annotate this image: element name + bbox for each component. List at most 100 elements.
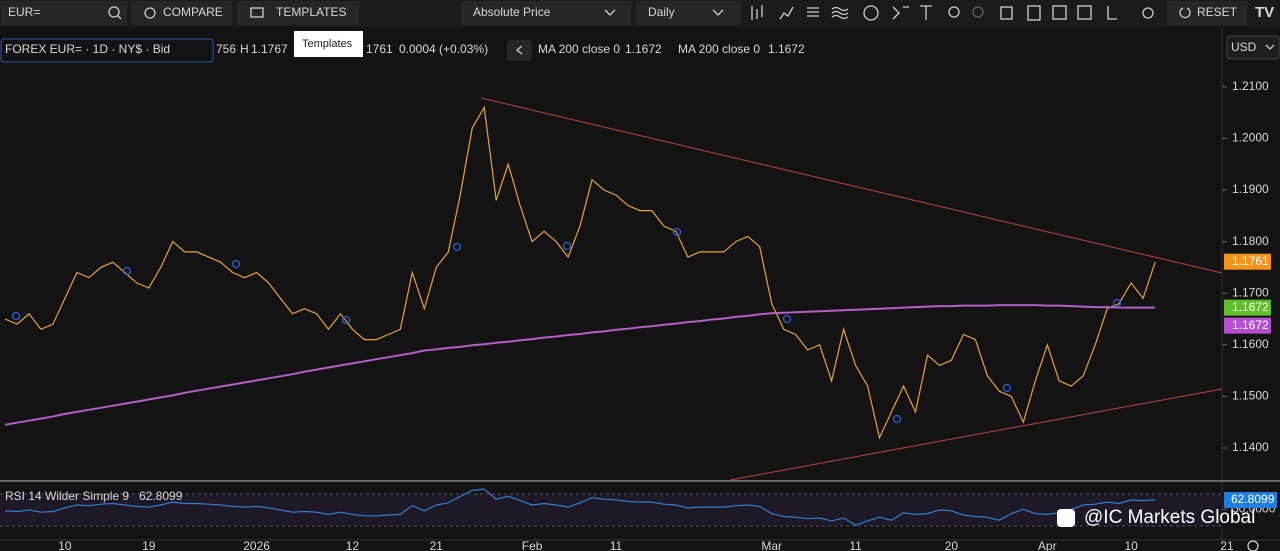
rsi-badge-label: 62.8099 bbox=[1231, 492, 1275, 506]
axis-settings-icon[interactable] bbox=[1247, 540, 1259, 551]
y-tick-label: 1.1700 bbox=[1232, 285, 1269, 299]
list-icon[interactable] bbox=[807, 7, 819, 17]
search-icon-handle bbox=[117, 15, 122, 20]
event-marker[interactable] bbox=[672, 227, 682, 237]
price-badge bbox=[1224, 253, 1271, 270]
reset-button[interactable]: RESET bbox=[1167, 1, 1247, 25]
y-tick-label: 1.1900 bbox=[1232, 182, 1269, 196]
series-line bbox=[4, 304, 1156, 426]
event-marker[interactable] bbox=[782, 314, 792, 324]
plot bbox=[4, 105, 1156, 440]
event-marker[interactable] bbox=[11, 311, 21, 321]
event-marker[interactable] bbox=[892, 414, 902, 424]
close-fragment: 1761 bbox=[366, 42, 393, 56]
price-type-label: Absolute Price bbox=[473, 5, 551, 19]
event-marker[interactable] bbox=[1002, 383, 1012, 393]
ma2-label: MA 200 close 0 bbox=[678, 42, 760, 56]
chevron bbox=[1265, 44, 1275, 50]
tool-icons bbox=[751, 5, 1154, 21]
text-icon[interactable] bbox=[920, 5, 932, 20]
currency-dropdown[interactable] bbox=[1226, 35, 1280, 60]
price-badge-label: 1.1761 bbox=[1232, 254, 1269, 268]
watermark: @IC Markets Global bbox=[1057, 507, 1255, 528]
templates-button[interactable]: TEMPLATES bbox=[237, 1, 359, 25]
print-icon[interactable] bbox=[1107, 6, 1117, 20]
bars-icon[interactable] bbox=[751, 5, 763, 20]
image-icon[interactable] bbox=[1052, 5, 1067, 20]
x-tick-label: Apr bbox=[1038, 539, 1057, 551]
settings-icon[interactable] bbox=[1142, 7, 1154, 19]
x-tick-label: 12 bbox=[346, 539, 360, 551]
sum-icon[interactable] bbox=[892, 6, 909, 20]
page-icon[interactable] bbox=[1027, 5, 1041, 21]
symbol-box[interactable] bbox=[1, 1, 127, 25]
logo: TV bbox=[1255, 4, 1274, 21]
x-tick-label: Mar bbox=[761, 539, 782, 551]
compare-box[interactable] bbox=[131, 1, 232, 25]
currency: USD bbox=[1231, 40, 1257, 54]
rsi-plot bbox=[4, 488, 1156, 526]
currency-icon[interactable] bbox=[863, 5, 879, 21]
zoom-in-icon[interactable] bbox=[948, 6, 960, 18]
templates-box[interactable] bbox=[237, 1, 359, 25]
interval-label: Daily bbox=[648, 5, 675, 19]
compare-grid-icon[interactable] bbox=[1077, 5, 1092, 20]
rsi-value: 62.8099 bbox=[139, 489, 183, 503]
wave-icon[interactable] bbox=[831, 6, 849, 20]
compare-icon bbox=[144, 7, 156, 19]
event-marker[interactable] bbox=[341, 315, 351, 325]
chevron bbox=[712, 9, 724, 16]
rsi-badge bbox=[1224, 492, 1277, 509]
event-marker[interactable] bbox=[452, 242, 462, 252]
ma2-value: 1.1672 bbox=[768, 42, 805, 56]
symbol-input[interactable]: EUR= bbox=[1, 1, 127, 25]
zoom-out-icon[interactable] bbox=[972, 6, 984, 18]
compare-button[interactable]: COMPARE bbox=[131, 1, 232, 25]
event-marker[interactable] bbox=[1112, 298, 1122, 308]
drawings bbox=[480, 97, 1222, 480]
collapse-icon bbox=[515, 45, 523, 55]
trendline[interactable] bbox=[480, 97, 1222, 274]
x-tick-label: 11 bbox=[610, 539, 623, 551]
x-tick-label: 21 bbox=[430, 539, 444, 551]
open-fragment: 756 bbox=[216, 42, 236, 56]
search-icon bbox=[108, 6, 120, 18]
interval-box[interactable] bbox=[636, 1, 741, 25]
event-marker[interactable] bbox=[231, 259, 241, 269]
templates-label: TEMPLATES bbox=[276, 5, 346, 19]
line-icon[interactable] bbox=[779, 6, 794, 20]
collapse-button[interactable] bbox=[507, 40, 532, 61]
price-type-dropdown[interactable]: Absolute Price bbox=[461, 1, 631, 25]
chevron bbox=[604, 9, 616, 16]
instrument-box[interactable] bbox=[0, 38, 214, 63]
x-tick-label: Feb bbox=[522, 539, 543, 551]
event-marker[interactable] bbox=[122, 266, 132, 276]
watermark-icon bbox=[1057, 509, 1075, 527]
price-badge bbox=[1224, 317, 1271, 334]
x-tick-label: 20 bbox=[945, 539, 959, 551]
reset-label: RESET bbox=[1197, 5, 1238, 19]
y-tick-label: 1.2000 bbox=[1232, 131, 1269, 145]
x-tick-label: 10 bbox=[58, 539, 72, 551]
x-tick-label: 11 bbox=[849, 539, 862, 551]
price-type-box[interactable] bbox=[461, 1, 631, 25]
series-line bbox=[4, 488, 1156, 526]
rsi-band bbox=[0, 494, 1222, 526]
x-tick-label: 21 bbox=[1220, 539, 1234, 551]
interval-dropdown[interactable]: Daily bbox=[636, 1, 741, 25]
x-tick-label: 19 bbox=[142, 539, 156, 551]
change: 0.0004 (+0.03%) bbox=[399, 42, 488, 56]
watermark-text: @IC Markets Global bbox=[1084, 507, 1255, 528]
event-marker[interactable] bbox=[562, 241, 572, 251]
y-tick-label: 1.2100 bbox=[1232, 79, 1269, 93]
rsi-title: RSI 14 Wilder Simple 9 bbox=[5, 489, 129, 503]
trendline[interactable] bbox=[729, 388, 1222, 480]
x-tick-label: 10 bbox=[1124, 539, 1138, 551]
event-markers bbox=[11, 227, 1122, 424]
table-icon[interactable] bbox=[1000, 6, 1013, 20]
symbol-text: EUR= bbox=[8, 5, 40, 19]
